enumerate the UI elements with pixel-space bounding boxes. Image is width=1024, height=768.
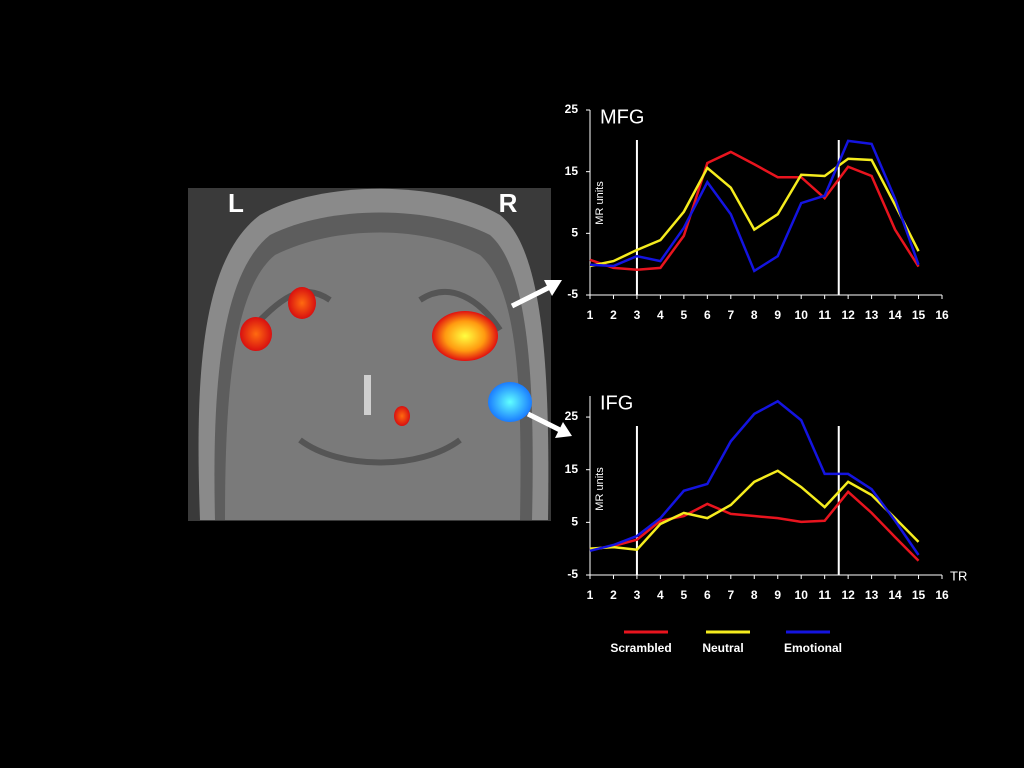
series-line [589, 469, 920, 552]
x-tick-label: 2 [610, 588, 617, 602]
x-tick-label: 4 [657, 308, 664, 322]
x-tick-label: 14 [888, 308, 902, 322]
brain-image [188, 188, 551, 521]
x-axis-label: TR [950, 568, 967, 583]
x-tick-label: 8 [751, 588, 758, 602]
x-tick-label: 12 [841, 588, 855, 602]
y-tick-label: 15 [565, 462, 579, 476]
x-tick-label: 7 [727, 308, 734, 322]
x-tick-label: 13 [865, 588, 879, 602]
x-tick-label: 10 [795, 308, 809, 322]
legend-label: Emotional [784, 641, 842, 655]
series-line [589, 399, 920, 556]
x-tick-label: 2 [610, 308, 617, 322]
x-tick-label: 4 [657, 588, 664, 602]
y-axis-label: MR units [594, 181, 606, 225]
x-tick-label: 5 [681, 308, 688, 322]
series-line [589, 150, 920, 271]
x-tick-label: 5 [681, 588, 688, 602]
x-tick-label: 15 [912, 588, 926, 602]
legend-label: Neutral [702, 641, 743, 655]
series-line [589, 139, 920, 273]
x-tick-label: 6 [704, 588, 711, 602]
y-tick-label: -5 [567, 287, 578, 301]
x-tick-label: 12 [841, 308, 855, 322]
y-tick-label: 25 [565, 409, 579, 423]
chart-title: MFG [600, 106, 644, 128]
x-tick-label: 15 [912, 308, 926, 322]
x-tick-label: 3 [634, 308, 641, 322]
y-tick-label: 15 [565, 164, 579, 178]
legend-label: Scrambled [610, 641, 671, 655]
x-tick-label: 8 [751, 308, 758, 322]
x-tick-label: 11 [818, 588, 831, 602]
x-tick-label: 9 [774, 588, 781, 602]
series-line [589, 157, 920, 268]
y-tick-label: -5 [567, 567, 578, 581]
x-tick-label: 10 [795, 588, 809, 602]
x-tick-label: 1 [587, 588, 594, 602]
x-tick-label: 6 [704, 308, 711, 322]
y-axis-label: MR units [594, 467, 606, 511]
y-tick-label: 5 [571, 226, 578, 240]
x-tick-label: 14 [888, 588, 902, 602]
x-tick-label: 3 [634, 588, 641, 602]
y-tick-label: 25 [565, 102, 579, 116]
hemisphere-label: R [499, 188, 518, 218]
y-tick-label: 5 [571, 515, 578, 529]
x-tick-label: 11 [818, 308, 831, 322]
hemisphere-label: L [228, 188, 244, 218]
series-line [589, 490, 920, 562]
x-tick-label: 9 [774, 308, 781, 322]
x-tick-label: 16 [935, 588, 949, 602]
arrows [510, 280, 572, 438]
x-tick-label: 13 [865, 308, 879, 322]
chart-title: IFG [600, 392, 633, 414]
x-tick-label: 16 [935, 308, 949, 322]
x-tick-label: 7 [727, 588, 734, 602]
x-tick-label: 1 [587, 308, 594, 322]
